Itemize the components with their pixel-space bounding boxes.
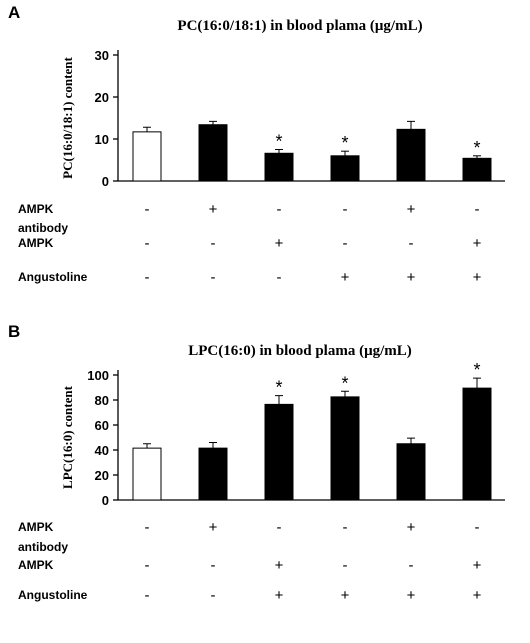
- treatment-sign: +: [473, 587, 482, 604]
- treatment-sign: -: [211, 235, 216, 252]
- treatment-sign: +: [209, 519, 218, 536]
- significance-star: *: [341, 133, 348, 153]
- bar: [132, 447, 162, 501]
- treatment-label: AMPK: [18, 558, 54, 572]
- treatment-label-line2: antibody: [18, 221, 68, 235]
- y-tick-label: 100: [87, 368, 109, 383]
- y-tick-label: 0: [102, 174, 109, 189]
- treatment-sign: -: [475, 201, 480, 218]
- significance-star: *: [473, 138, 480, 158]
- panel-label: B: [8, 322, 20, 341]
- bar: [198, 124, 228, 182]
- treatment-sign: -: [409, 235, 414, 252]
- bar: [462, 387, 492, 501]
- treatment-sign: +: [209, 201, 218, 218]
- significance-star: *: [275, 378, 282, 398]
- treatment-sign: +: [473, 269, 482, 286]
- treatment-sign: -: [211, 587, 216, 604]
- treatment-sign: +: [341, 587, 350, 604]
- y-tick-label: 20: [95, 90, 109, 105]
- treatment-sign: +: [473, 557, 482, 574]
- y-axis-label: LPC(16:0) content: [60, 385, 75, 489]
- treatment-label: AMPK: [18, 520, 54, 534]
- bar: [396, 128, 426, 182]
- chart-title: PC(16:0/18:1) in blood plama (μg/mL): [177, 18, 422, 34]
- treatment-sign: -: [277, 201, 282, 218]
- treatment-sign: -: [211, 557, 216, 574]
- treatment-label: Angustoline: [18, 588, 88, 602]
- y-tick-label: 60: [95, 418, 109, 433]
- significance-star: *: [341, 373, 348, 393]
- treatment-sign: +: [275, 557, 284, 574]
- treatment-sign: -: [409, 557, 414, 574]
- treatment-sign: -: [343, 519, 348, 536]
- treatment-sign: +: [407, 587, 416, 604]
- treatment-sign: -: [145, 235, 150, 252]
- treatment-label-line2: antibody: [18, 540, 68, 554]
- treatment-sign: -: [277, 269, 282, 286]
- y-tick-label: 30: [95, 48, 109, 63]
- treatment-sign: +: [275, 587, 284, 604]
- treatment-sign: -: [343, 557, 348, 574]
- panel-b: B LPC(16:0) in blood plama (μg/mL) LPC(16:…: [8, 322, 505, 604]
- y-tick-label: 40: [95, 443, 109, 458]
- treatment-sign: -: [343, 201, 348, 218]
- significance-star: *: [473, 360, 480, 380]
- bar: [198, 447, 228, 501]
- panel-a: A PC(16:0/18:1) in blood plama (μg/mL) PC(…: [8, 3, 505, 286]
- bar: [264, 152, 294, 182]
- panel-label: A: [8, 3, 20, 22]
- treatment-sign: -: [343, 235, 348, 252]
- treatment-sign: +: [275, 235, 284, 252]
- bar: [264, 403, 294, 501]
- treatment-label: AMPK: [18, 202, 54, 216]
- treatment-sign: -: [277, 519, 282, 536]
- treatment-label: AMPK: [18, 236, 54, 250]
- treatment-sign: -: [145, 587, 150, 604]
- significance-star: *: [275, 132, 282, 152]
- bar: [396, 443, 426, 501]
- treatment-sign: -: [145, 201, 150, 218]
- treatment-sign: -: [475, 519, 480, 536]
- treatment-sign: -: [145, 557, 150, 574]
- bar: [330, 155, 360, 182]
- y-tick-label: 80: [95, 393, 109, 408]
- bar: [462, 157, 492, 182]
- treatment-label: Angustoline: [18, 270, 88, 284]
- y-axis-label: PC(16:0/18:1) content: [60, 56, 75, 178]
- bar: [330, 396, 360, 501]
- treatment-sign: -: [145, 269, 150, 286]
- y-tick-label: 20: [95, 468, 109, 483]
- treatment-sign: +: [473, 235, 482, 252]
- treatment-sign: +: [407, 201, 416, 218]
- treatment-sign: -: [211, 269, 216, 286]
- treatment-sign: +: [407, 519, 416, 536]
- y-tick-label: 0: [102, 493, 109, 508]
- treatment-sign: -: [145, 519, 150, 536]
- chart-title: LPC(16:0) in blood plama (μg/mL): [188, 343, 412, 359]
- treatment-sign: +: [341, 269, 350, 286]
- y-tick-label: 10: [95, 132, 109, 147]
- treatment-sign: +: [407, 269, 416, 286]
- bar: [132, 131, 162, 182]
